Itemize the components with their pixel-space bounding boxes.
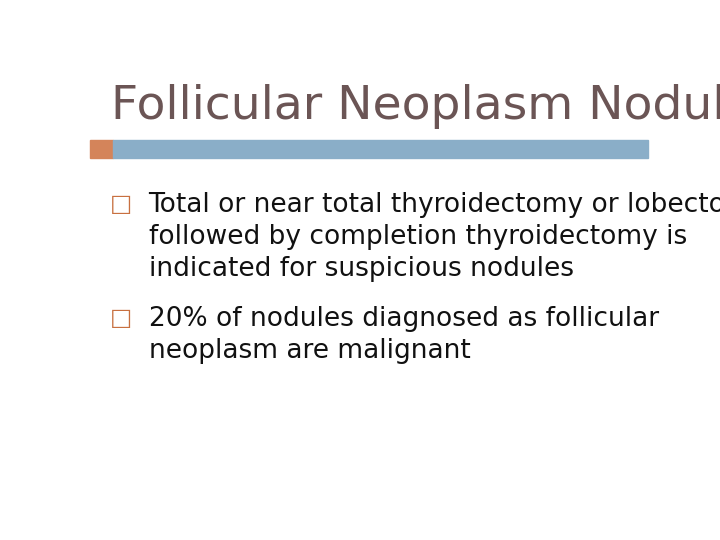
Text: □: □ [109,306,132,330]
Bar [114,140,648,158]
Text: followed by completion thyroidectomy is: followed by completion thyroidectomy is [148,224,687,250]
Text: neoplasm are malignant: neoplasm are malignant [148,339,470,364]
Text: Follicular Neoplasm Nodules: Follicular Neoplasm Nodules [111,84,720,129]
Text: indicated for suspicious nodules: indicated for suspicious nodules [148,256,574,282]
Text: Total or near total thyroidectomy or lobectomy: Total or near total thyroidectomy or lob… [148,192,720,218]
Bar [90,140,114,158]
Text: 20% of nodules diagnosed as follicular: 20% of nodules diagnosed as follicular [148,306,659,332]
Text: □: □ [109,192,132,215]
